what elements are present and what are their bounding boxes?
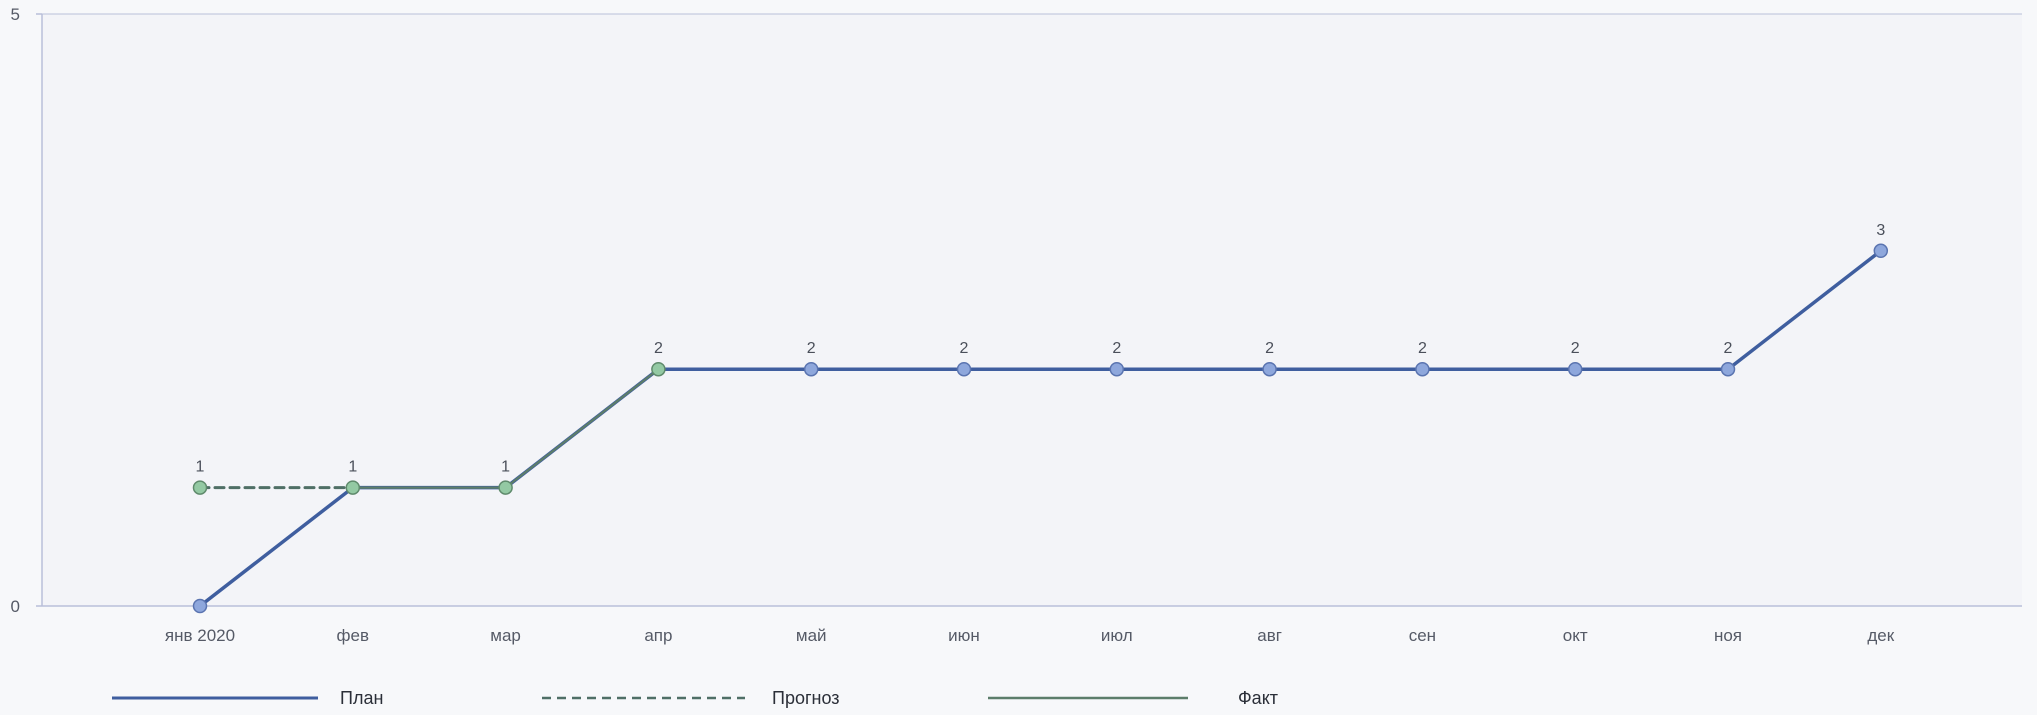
x-tick-label: ноя <box>1714 626 1742 645</box>
data-label: 2 <box>1724 340 1733 357</box>
y-tick-label: 0 <box>11 597 20 616</box>
x-tick-label: янв 2020 <box>165 626 235 645</box>
data-label: 2 <box>1112 340 1121 357</box>
x-tick-label: фев <box>337 626 369 645</box>
point-plan <box>1720 361 1736 377</box>
y-tick-label: 5 <box>11 5 20 24</box>
legend-label-plan: План <box>340 688 383 708</box>
x-tick-label: июл <box>1101 626 1133 645</box>
point-plan <box>1567 361 1583 377</box>
data-label: 2 <box>807 340 816 357</box>
point-plan <box>345 480 361 495</box>
data-label: 2 <box>1265 340 1274 357</box>
data-label: 1 <box>501 459 510 476</box>
legend-label-fact: Факт <box>1238 688 1278 708</box>
point-forecast <box>192 480 208 495</box>
x-tick-label: сен <box>1409 626 1436 645</box>
data-label: 2 <box>1418 340 1427 357</box>
x-tick-label: апр <box>644 626 672 645</box>
point-plan <box>651 361 666 377</box>
x-tick-label: дек <box>1867 626 1894 645</box>
point-plan <box>1109 361 1125 377</box>
data-label: 2 <box>654 340 663 357</box>
point-plan <box>498 480 513 495</box>
x-tick-label: май <box>796 626 827 645</box>
legend-label-forecast: Прогноз <box>772 688 840 708</box>
data-label: 2 <box>1571 340 1580 357</box>
x-tick-label: авг <box>1257 626 1282 645</box>
x-tick-label: окт <box>1563 626 1588 645</box>
point-plan <box>1262 361 1277 377</box>
data-label: 1 <box>348 459 357 476</box>
data-label: 1 <box>196 459 205 476</box>
x-tick-label: мар <box>490 626 521 645</box>
point-plan <box>1873 243 1889 259</box>
point-plan <box>956 361 972 377</box>
point-plan <box>192 598 208 614</box>
data-label: 2 <box>960 340 969 357</box>
x-tick-label: июн <box>948 626 980 645</box>
point-plan <box>1415 361 1430 377</box>
plot-area <box>42 14 2022 606</box>
data-label: 3 <box>1876 222 1885 239</box>
point-plan <box>803 361 819 377</box>
